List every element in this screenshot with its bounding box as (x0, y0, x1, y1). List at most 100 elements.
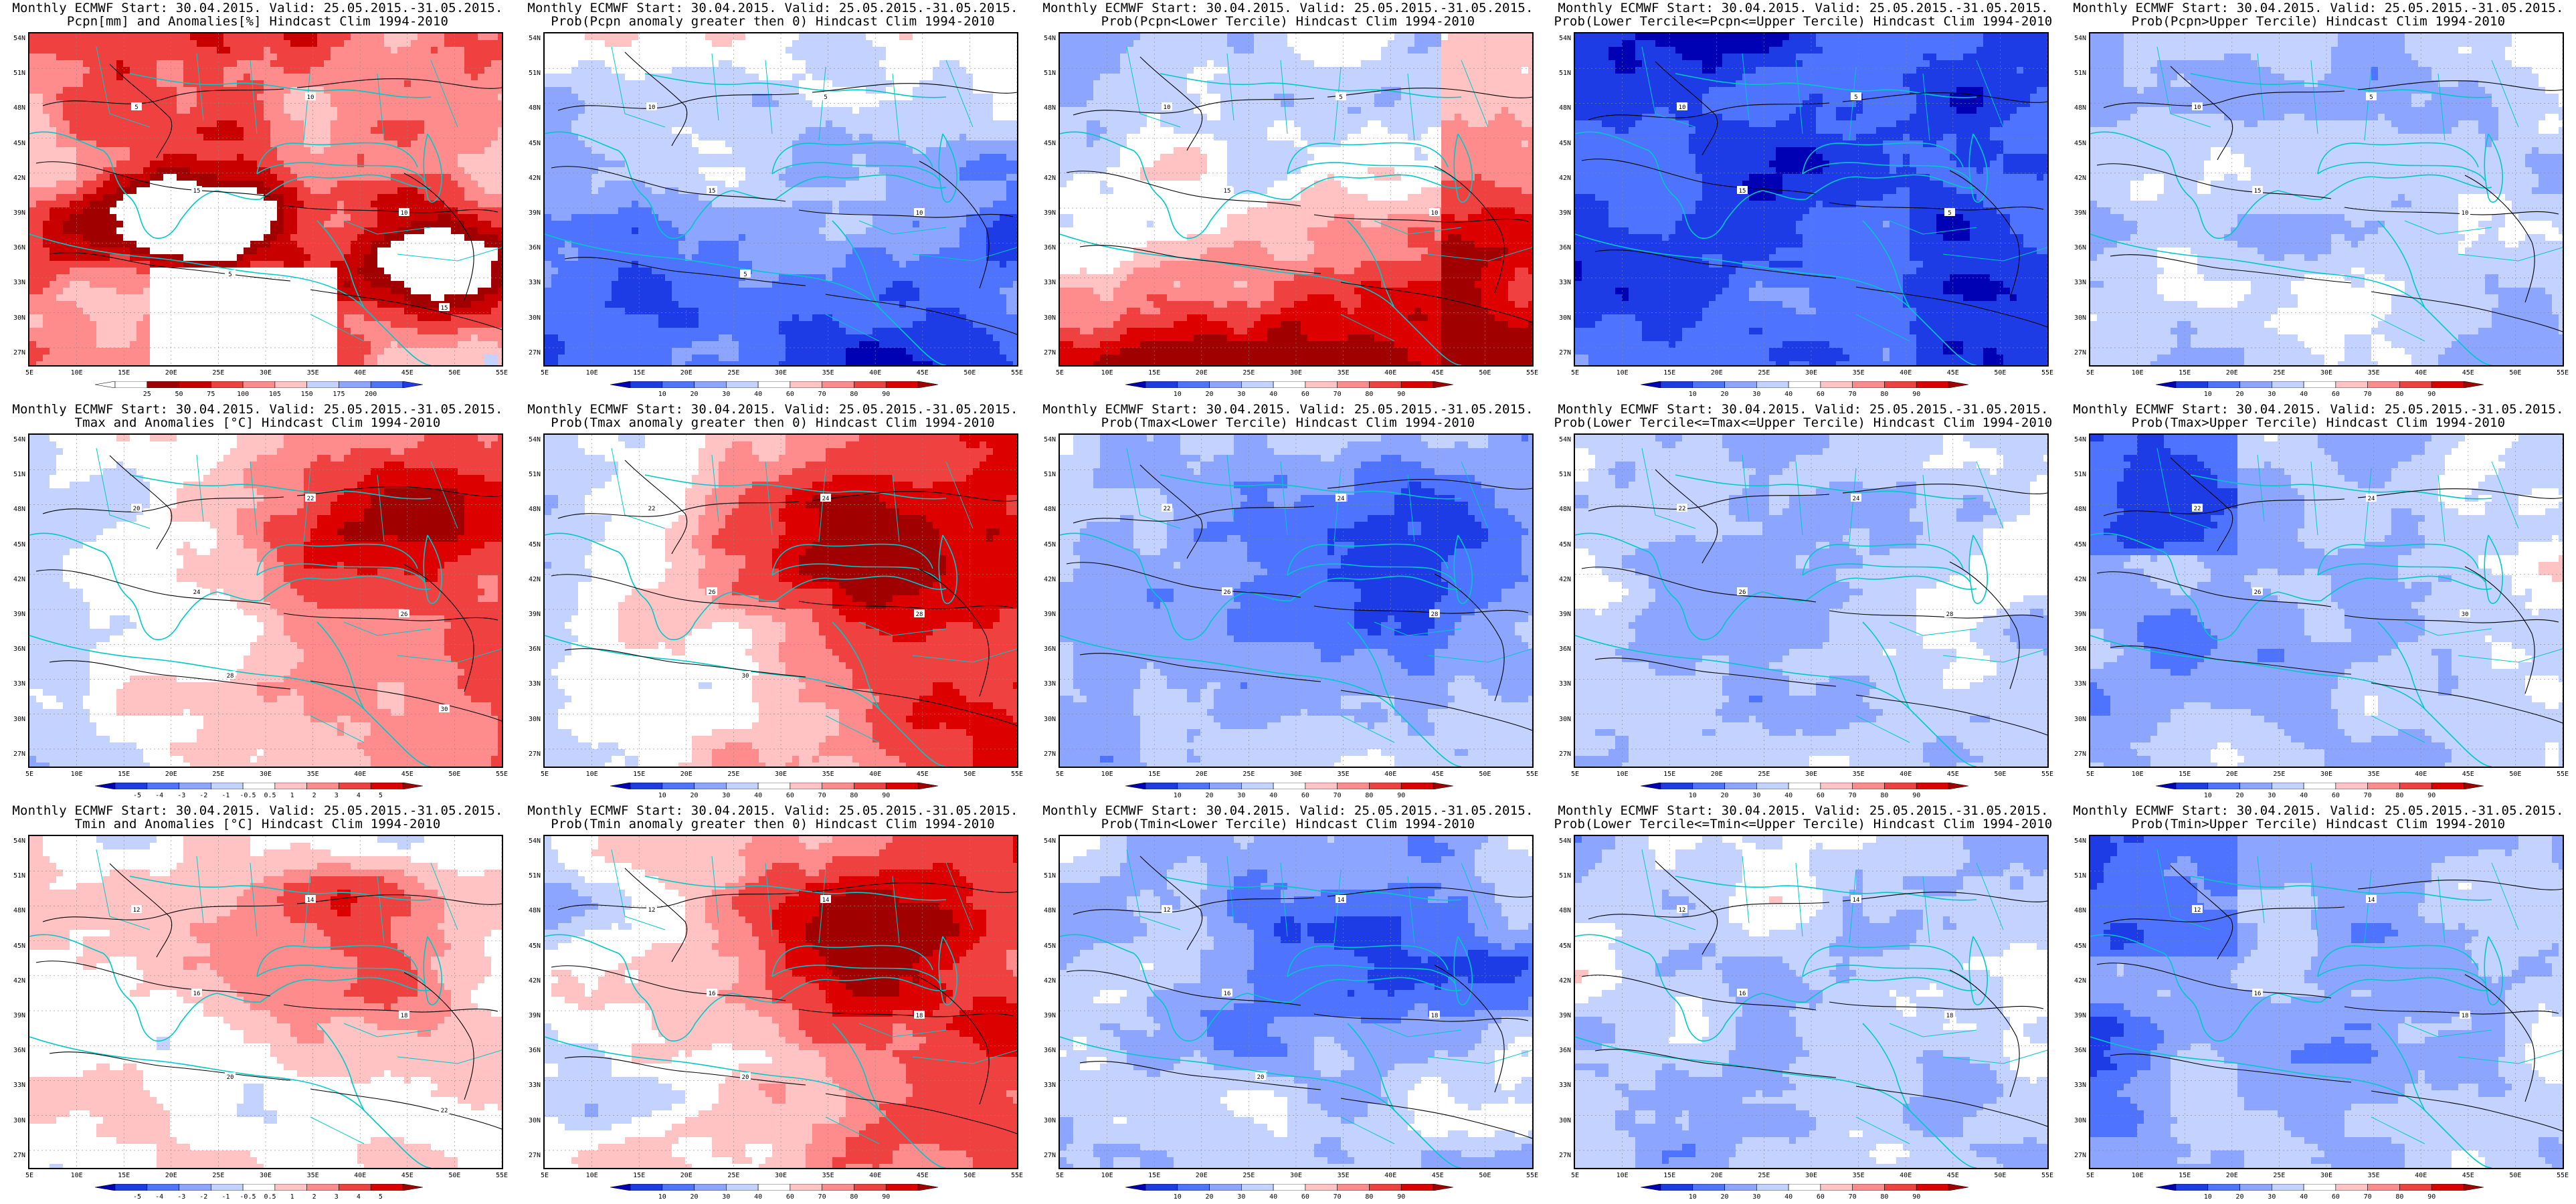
lon-tick-label: 45E (397, 1172, 418, 1179)
colorbar-tick-label: 30 (716, 391, 736, 398)
country-border (2364, 468, 2372, 542)
colorbar-swatch (2175, 381, 2209, 388)
map-panel-tmax-prob-gt0: Monthly ECMWF Start: 30.04.2015. Valid: … (515, 401, 1030, 803)
contour-label-bg (2192, 905, 2203, 913)
lon-tick-label: 55E (492, 369, 512, 377)
coastline (545, 532, 696, 640)
colorbar-swatch (610, 783, 631, 789)
contour-label-bg (399, 609, 409, 617)
contour-label-bg (1429, 208, 1440, 216)
lon-tick-label: 55E (2037, 771, 2057, 778)
colorbar-tick-label: 10 (2198, 391, 2218, 398)
lat-tick-label: 30N (1038, 1117, 1056, 1124)
contour-label: 10 (648, 104, 656, 111)
lon-tick-label: 45E (397, 771, 418, 778)
lon-tick-label: 35E (1333, 771, 1354, 778)
lat-tick-label: 42N (1038, 175, 1056, 182)
contour-label: 22 (307, 496, 314, 502)
lon-tick-label: 45E (2458, 369, 2478, 377)
country-border (1855, 715, 1910, 743)
map-frame: 22 24 26 30 (2089, 433, 2564, 768)
colorbar-tick-label: 20 (1200, 391, 1220, 398)
panel-title-line2: Pcpn[mm] and Anomalies[%] Hindcast Clim … (0, 15, 515, 29)
country-border (1280, 862, 1288, 937)
contour-label: 20 (133, 506, 141, 512)
contour-label: 18 (1431, 1013, 1439, 1019)
lat-tick-label: 48N (523, 104, 541, 112)
climatology-contour (49, 660, 291, 690)
climatology-contour (564, 257, 806, 286)
country-border (2364, 869, 2372, 944)
country-border (1849, 66, 1857, 141)
colorbar-tick-label: 3 (327, 792, 347, 799)
lat-tick-label: 30N (8, 716, 25, 723)
colorbar-tick-label: 2 (304, 1193, 325, 1201)
colorbar-tick-label: 30 (716, 1193, 736, 1201)
panel-title-line2: Prob(Tmin>Upper Tercile) Hindcast Clim 1… (2061, 817, 2576, 831)
colorbar-swatch (2272, 1184, 2304, 1191)
lon-tick-label: 20E (1707, 771, 1727, 778)
contour-label-bg (707, 989, 717, 997)
lat-tick-label: 45N (8, 942, 25, 950)
country-border (250, 60, 258, 134)
contour-label-bg (305, 494, 316, 502)
colorbar-tick-label: 20 (1715, 391, 1735, 398)
lat-tick-label: 54N (1554, 837, 1571, 845)
lon-tick-label: 55E (1522, 1172, 1542, 1179)
colorbar-swatch (242, 783, 276, 789)
lon-tick-label: 5E (19, 1172, 39, 1179)
colorbar-swatch (402, 381, 423, 388)
climatology-contour (109, 863, 173, 958)
lon-tick-label: 10E (582, 771, 602, 778)
colorbar-swatch (2175, 783, 2209, 789)
contour-label: 26 (1224, 589, 1231, 596)
lon-tick-label: 30E (256, 771, 276, 778)
climatology-contour (1842, 892, 2047, 902)
climatology-contour (1073, 897, 1315, 915)
lat-tick-label: 33N (1554, 279, 1571, 286)
colorbar-tick-label: 20 (2230, 1193, 2250, 1201)
coastline (2317, 543, 2479, 576)
lat-tick-label: 36N (1554, 244, 1571, 252)
climatology-contour (2464, 175, 2535, 303)
map-panel-tmin-prob-lower: Monthly ECMWF Start: 30.04.2015. Valid: … (1030, 803, 1546, 1204)
colorbar-swatch (1916, 381, 1949, 388)
country-border (611, 849, 666, 930)
contour-label: 14 (1853, 897, 1860, 904)
colorbar-tick-label: 105 (265, 391, 285, 398)
contour-label-bg (1336, 895, 1346, 903)
lat-tick-label: 45N (523, 942, 541, 950)
colorbar-swatch (694, 381, 727, 388)
climatology-contour (1066, 562, 1301, 598)
colorbar-swatch (242, 1184, 276, 1191)
colorbar-swatch (1884, 1184, 1917, 1191)
lat-tick-label: 27N (1038, 750, 1056, 758)
climatology-contour (2170, 457, 2233, 552)
contour-label-bg (740, 671, 751, 679)
lon-tick-label: 50E (444, 369, 464, 377)
country-border (1333, 66, 1342, 141)
colorbar-swatch (1209, 1184, 1242, 1191)
map-frame: 22 24 26 28 (1059, 433, 1534, 768)
colorbar-tick-label: -5 (127, 1193, 147, 1201)
lon-tick-label: 15E (629, 771, 649, 778)
colorbar-swatch (757, 381, 791, 388)
lat-tick-label: 54N (2069, 436, 2086, 443)
country-border (1641, 46, 1696, 128)
colorbar-tick-label: 10 (652, 792, 672, 799)
lat-tick-label: 36N (523, 645, 541, 653)
contour-label: 5 (1339, 94, 1342, 101)
coastline (2484, 936, 2504, 1005)
lon-tick-label: 50E (2505, 369, 2525, 377)
lon-tick-label: 25E (1754, 771, 1774, 778)
country-border (711, 856, 719, 924)
coastline (938, 133, 958, 203)
lon-tick-label: 10E (67, 369, 87, 377)
colorbar-swatch (1641, 381, 1661, 388)
contour-label: 10 (916, 210, 923, 217)
lon-tick-label: 55E (492, 1172, 512, 1179)
lon-tick-label: 30E (1801, 1172, 1821, 1179)
lon-tick-label: 30E (771, 771, 791, 778)
contour-label: 20 (227, 1074, 234, 1081)
colorbar-swatch (1433, 783, 1453, 789)
